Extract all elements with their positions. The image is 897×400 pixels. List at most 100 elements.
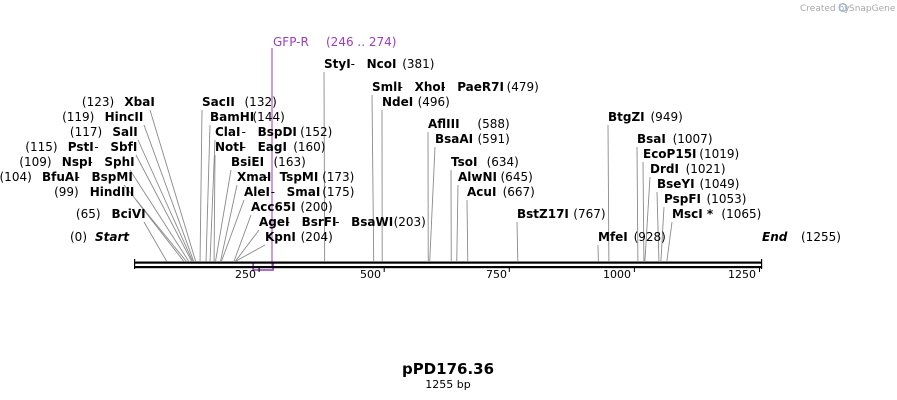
enzyme-name-xhoi: XhoI <box>415 80 446 94</box>
site-position: (152) <box>300 125 332 139</box>
site-bsaai[interactable]: BsaAI (591) <box>435 132 510 146</box>
enzyme-name-alwni: AlwNI <box>458 170 497 184</box>
site-smli-xhoi-paer7i[interactable]: SmlI- XhoI- PaeR7I (479) <box>372 80 539 94</box>
enzyme-name-bspmi: BspMI <box>92 170 133 184</box>
site-tsoi[interactable]: TsoI (634) <box>451 155 519 169</box>
site-position: (381) <box>402 57 434 71</box>
site-pointer-acc65i <box>233 214 252 262</box>
site-pspfi[interactable]: PspFI (1053) <box>664 192 746 206</box>
tick-label-500: 500 <box>360 268 381 281</box>
site-hincii[interactable]: (119) HincII <box>62 110 143 124</box>
site-clai-bspdi[interactable]: ClaI - BspDI (152) <box>215 125 332 139</box>
site-pointer-pspfi <box>660 206 665 262</box>
site-agei-bsrfi-bsawi[interactable]: AgeI- BsrFI- BsaWI (203) <box>259 215 426 229</box>
site-hindiii[interactable]: (99) HindIII <box>54 185 134 199</box>
site-nspi-sphi[interactable]: (109) NspI- SphI <box>19 155 134 169</box>
site-position: (160) <box>293 140 325 154</box>
site-pointer-nspi-sphi <box>129 169 189 262</box>
enzyme-separator: - <box>94 140 98 154</box>
site-noti-eagi[interactable]: NotI- EagI (160) <box>215 140 325 154</box>
site-pointer-bseyi <box>656 191 660 262</box>
site-psti-sbfi[interactable]: (115) PstI - SbfI <box>25 140 137 154</box>
site-bcivi[interactable]: (65) BciVI <box>76 207 146 221</box>
site-pointer-sacii <box>199 109 203 262</box>
site-pointer-psti-sbfi <box>135 154 192 262</box>
site-bsai[interactable]: BsaI (1007) <box>637 132 713 146</box>
site-pointer-bsai <box>636 146 639 262</box>
start-position: (0) <box>70 230 87 244</box>
enzyme-name-agei: AgeI <box>259 215 289 229</box>
site-xmai-tspmi[interactable]: XmaI- TspMI (173) <box>237 170 354 184</box>
site-position: (119) <box>62 110 94 124</box>
site-msci[interactable]: MscI * (1065) <box>672 207 761 221</box>
site-alwni[interactable]: AlwNI (645) <box>458 170 533 184</box>
site-drdi[interactable]: DrdI (1021) <box>650 162 726 176</box>
site-ecop15i[interactable]: EcoP15I (1019) <box>643 147 739 161</box>
site-position: (200) <box>300 200 332 214</box>
site-pointer-sali <box>137 139 193 262</box>
site-bstz17i[interactable]: BstZ17I (767) <box>517 207 606 221</box>
enzyme-separator: - <box>441 80 445 94</box>
site-pointer-bsiei <box>215 169 232 262</box>
site-pointer-clai-bspdi <box>209 139 216 262</box>
site-sacii[interactable]: SacII (132) <box>202 95 277 109</box>
site-position: (1053) <box>707 192 747 206</box>
site-position: (667) <box>503 185 535 199</box>
enzyme-name-clai: ClaI <box>215 125 240 139</box>
site-bseyi[interactable]: BseYI (1049) <box>657 177 739 191</box>
feature-gfp-r[interactable]: GFP-R (246 .. 274) <box>252 35 396 271</box>
enzyme-name-smli: SmlI <box>372 80 402 94</box>
site-sali[interactable]: (117) SalI <box>70 125 138 139</box>
enzyme-name-nspi: NspI <box>62 155 92 169</box>
site-position: (1007) <box>673 132 713 146</box>
site-bfuai-bspmi[interactable]: (104) BfuAI- BspMI <box>0 170 133 184</box>
enzyme-name-tsoi: TsoI <box>451 155 477 169</box>
enzyme-separator: - <box>76 170 80 184</box>
site-position: (117) <box>70 125 102 139</box>
site-position: (104) <box>0 170 32 184</box>
enzyme-separator: - <box>351 57 355 71</box>
site-mfei[interactable]: MfeI (928) <box>598 230 666 244</box>
tick-label-250: 250 <box>235 268 256 281</box>
site-pointer-lines <box>123 71 673 262</box>
site-alei-smai[interactable]: AleI - SmaI (175) <box>244 185 354 199</box>
site-acc65i[interactable]: Acc65I (200) <box>251 200 333 214</box>
enzyme-name-bsai: BsaI <box>637 132 666 146</box>
site-position: (144) <box>253 110 285 124</box>
site-pointer-bamhi <box>205 124 211 262</box>
site-position: (132) <box>245 95 277 109</box>
enzyme-name-xbai: XbaI <box>124 95 154 109</box>
site-pointer-xbai <box>149 109 196 262</box>
enzyme-name-eagi: EagI <box>258 140 287 154</box>
enzyme-separator: - <box>88 155 92 169</box>
site-bsiei[interactable]: BsiEI (163) <box>231 155 306 169</box>
site-xbai[interactable]: (123) XbaI <box>82 95 155 109</box>
backbone-end-cap <box>761 259 763 269</box>
site-pointer-noti-eagi <box>213 154 216 262</box>
backbone-bottom-strand <box>134 266 762 269</box>
site-position: (645) <box>501 170 533 184</box>
enzyme-name-noti: NotI <box>215 140 244 154</box>
enzyme-name-sali: SalI <box>112 125 137 139</box>
site-styi-ncoi[interactable]: StyI - NcoI (381) <box>324 57 434 71</box>
site-position: (479) <box>507 80 539 94</box>
site-btgzi[interactable]: BtgZI (949) <box>608 110 683 124</box>
enzyme-name-hindiii: HindIII <box>90 185 135 199</box>
feature-range: (246 .. 274) <box>326 35 396 49</box>
site-bamhi[interactable]: BamHI(144) <box>210 110 285 124</box>
site-kpni[interactable]: KpnI (204) <box>265 230 333 244</box>
site-acui[interactable]: AcuI (667) <box>467 185 535 199</box>
site-pointer-drdi <box>644 176 651 262</box>
tick-label-1250: 1250 <box>728 268 756 281</box>
credit-brand[interactable]: SnapGene <box>849 4 896 14</box>
enzyme-name-smai: SmaI <box>287 185 321 199</box>
enzyme-name-bsaai: BsaAI <box>435 132 473 146</box>
enzyme-name-bamhi: BamHI <box>210 110 254 124</box>
site-afliii[interactable]: AflIII (588) <box>428 117 510 131</box>
site-position: (109) <box>19 155 51 169</box>
site-ndei[interactable]: NdeI (496) <box>382 95 450 109</box>
enzyme-name-alei: AleI <box>244 185 270 199</box>
tick-label-750: 750 <box>486 268 507 281</box>
site-pointer-bfuai-bspmi <box>123 184 187 262</box>
